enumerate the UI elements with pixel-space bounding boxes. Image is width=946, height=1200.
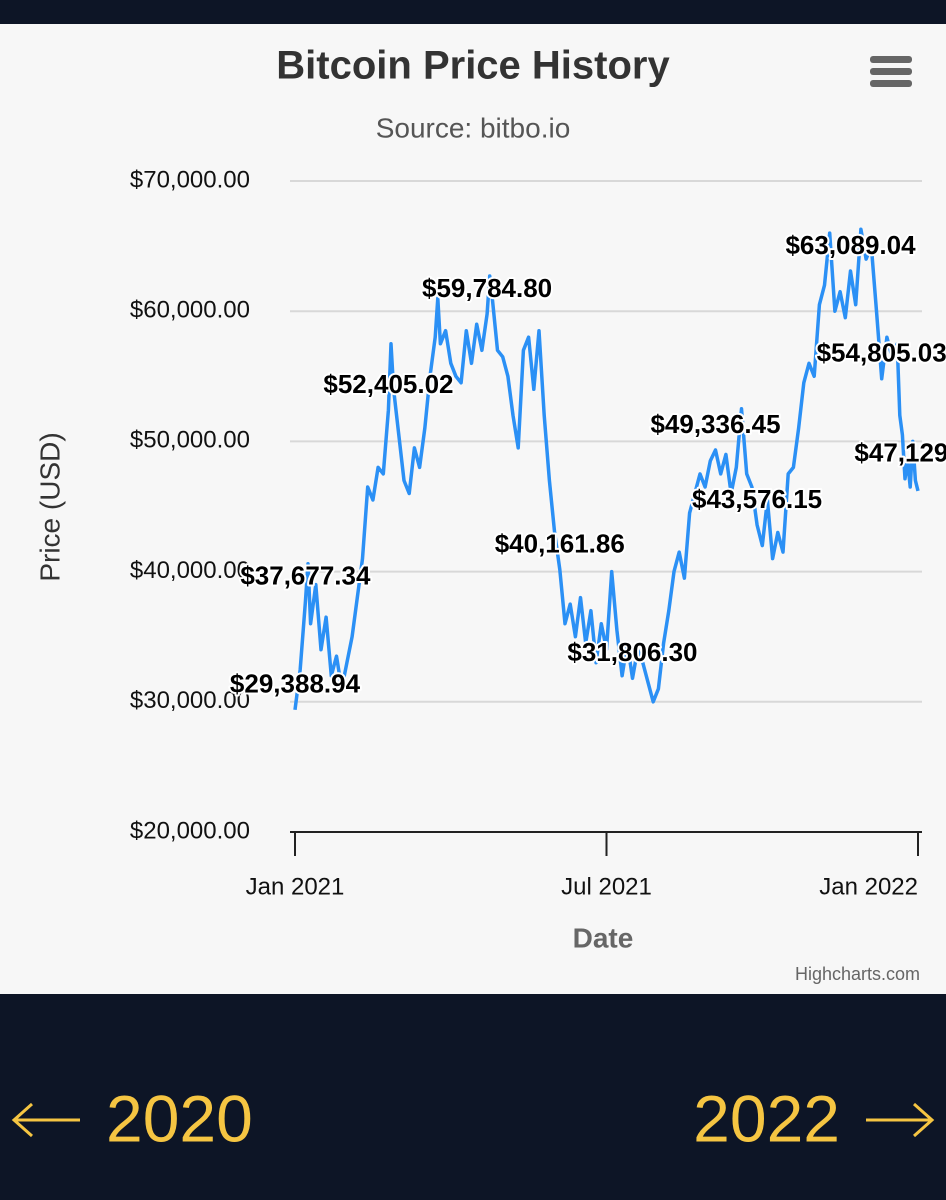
menu-button[interactable] <box>870 56 912 87</box>
x-tick-label: Jan 2022 <box>819 873 918 900</box>
menu-bar[interactable] <box>870 68 912 75</box>
data-label: $63,089.04 <box>785 230 916 260</box>
menu-bar[interactable] <box>870 56 912 63</box>
x-tick-label: Jul 2021 <box>561 873 652 900</box>
previous-year-link[interactable]: 2020 <box>11 1081 253 1155</box>
y-tick-label: $30,000.00 <box>130 687 250 714</box>
price-line <box>293 227 920 711</box>
chart-subtitle: Source: bitbo.io <box>376 112 571 143</box>
y-axis-title: Price (USD) <box>34 432 65 581</box>
arrow-left-head[interactable] <box>11 1102 33 1138</box>
previous-year[interactable]: 2020 <box>106 1081 253 1155</box>
chart-title: Bitcoin Price History <box>276 44 670 88</box>
top-bar <box>0 0 946 24</box>
data-label: $49,336.45 <box>650 409 780 439</box>
x-tick-label: Jan 2021 <box>246 873 345 900</box>
data-label: $40,161.86 <box>495 528 625 558</box>
data-label: $43,576.15 <box>692 484 822 514</box>
y-tick-label: $60,000.00 <box>130 297 250 324</box>
y-tick-label: $40,000.00 <box>130 557 250 584</box>
x-axis-title: Date <box>573 922 634 953</box>
next-year-link[interactable]: 2022 <box>693 1081 935 1155</box>
y-tick-label: $70,000.00 <box>130 166 250 193</box>
menu-bar[interactable] <box>870 80 912 87</box>
data-label: $31,806.30 <box>567 637 697 667</box>
credit: Highcharts.com <box>795 964 920 984</box>
data-label: $59,784.80 <box>422 273 552 303</box>
data-label: $29,388.94 <box>230 669 361 699</box>
data-label: $54,805.03 <box>817 338 946 368</box>
arrow-right-head[interactable] <box>913 1102 935 1138</box>
data-label: $52,405.02 <box>323 369 453 399</box>
data-label: $47,129. <box>854 438 946 468</box>
next-year[interactable]: 2022 <box>693 1081 840 1155</box>
data-label: $37,677.34 <box>240 561 371 591</box>
y-tick-label: $20,000.00 <box>130 817 250 844</box>
y-tick-label: $50,000.00 <box>130 427 250 454</box>
